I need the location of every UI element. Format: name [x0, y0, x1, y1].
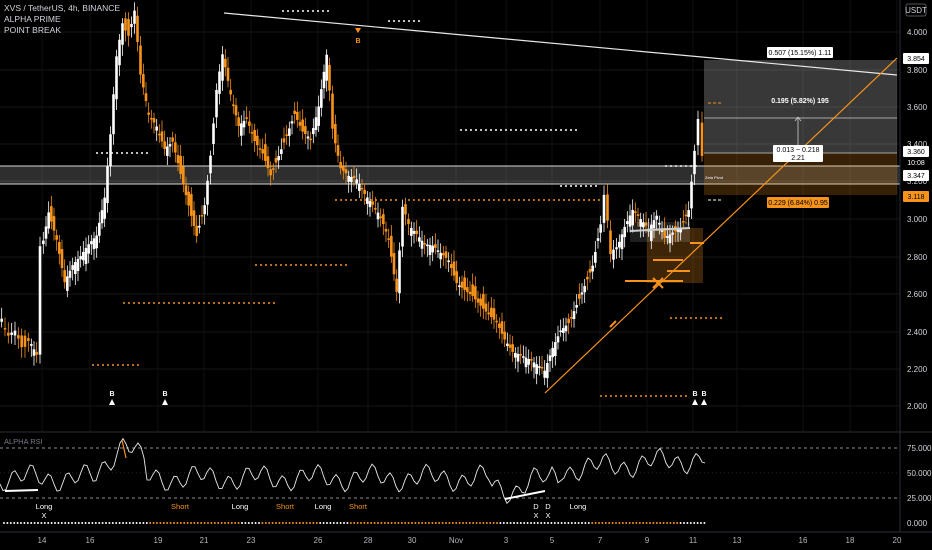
time-tick-label: 11 — [689, 536, 698, 545]
signal-label: D — [545, 502, 551, 511]
price-tag: 3.854 — [907, 56, 925, 63]
measure-bottom-text: 0.229 (6.84%) 0.95 — [768, 200, 828, 207]
signal-label: Long — [315, 502, 332, 511]
time-tick-label: 23 — [247, 536, 256, 545]
price-tick-label: 4.000 — [907, 28, 928, 37]
pivot-markers — [625, 227, 704, 289]
price-tag: 3.347 — [907, 173, 925, 180]
time-axis[interactable]: 14 16 19 21 23 26 28 30 Nov 3 5 7 9 11 13 16 18 20 — [0, 531, 932, 545]
price-tick-label: 3.000 — [907, 215, 928, 224]
up-arrow-icon — [109, 399, 115, 405]
time-tick-label: 26 — [314, 536, 323, 545]
measure-middle-text: 0.195 (5.82%) 195 — [771, 98, 829, 105]
indicator-alpha-prime[interactable]: ALPHA PRIME — [4, 14, 61, 24]
b-bottom-label: B — [692, 391, 697, 398]
zeta-pivot-label: Zeta Pivot — [705, 175, 724, 180]
time-tick-label: Nov — [449, 536, 463, 545]
b-top-label: B — [355, 38, 360, 45]
price-axis[interactable]: USDT 4.000 3.800 3.600 3.400 3.200 3.000 2.800 2… — [899, 0, 929, 532]
b-bottom-label: B — [109, 391, 114, 398]
time-tick-label: 18 — [846, 536, 855, 545]
signal-label: X — [545, 511, 550, 520]
price-tick-label: 2.800 — [907, 253, 928, 262]
price-tick-label: 2.200 — [907, 365, 928, 374]
time-tick-label: 5 — [550, 536, 555, 545]
signal-label: Long — [232, 502, 249, 511]
price-tick-label: 3.800 — [907, 66, 928, 75]
time-tick-label: 30 — [408, 536, 417, 545]
price-tag: 3.360 — [907, 149, 925, 156]
chart-grid — [0, 0, 900, 432]
price-tick-label: 2.400 — [907, 328, 928, 337]
pivot-dotted-lines — [92, 10, 725, 397]
time-tick-label: 13 — [733, 536, 742, 545]
signal-label: D — [533, 502, 539, 511]
time-tick-label: 20 — [893, 536, 902, 545]
price-tag: 3.118 — [908, 194, 925, 201]
b-bottom-label: B — [701, 391, 706, 398]
price-tick-label: 3.400 — [907, 140, 928, 149]
chart-legend: XVS / TetherUS, 4h, BINANCE ALPHA PRIME … — [4, 3, 120, 36]
price-tick-label: 3.200 — [907, 177, 928, 186]
b-bottom-label: B — [162, 391, 167, 398]
indicator-point-break[interactable]: POINT BREAK — [4, 25, 61, 35]
measure-top-text: 0.507 (15.15%) 1.11 — [769, 50, 832, 57]
signal-label: Short — [171, 502, 190, 511]
up-arrow-icon — [692, 399, 698, 405]
signal-label: Long — [570, 502, 587, 511]
time-tick-label: 28 — [364, 536, 373, 545]
price-tick-label: 2.000 — [907, 402, 928, 411]
rsi-tick-label: 75.000 — [907, 444, 932, 453]
time-tick-label: 7 — [598, 536, 603, 545]
currency-label[interactable]: USDT — [905, 6, 927, 15]
rsi-line — [0, 437, 706, 504]
signal-label: X — [533, 511, 538, 520]
candlestick-series — [0, 2, 704, 388]
time-tick-label: 16 — [799, 536, 808, 545]
signal-label: Long — [36, 502, 53, 511]
time-tick-label: 19 — [154, 536, 163, 545]
time-tick-label: 9 — [645, 536, 650, 545]
measure-labels: 0.507 (15.15%) 1.11 0.195 (5.82%) 195 0.… — [705, 47, 833, 208]
signal-label: Short — [276, 502, 295, 511]
price-tick-label: 2.600 — [907, 290, 928, 299]
measure-small-1: 0.013 ~ 0.218 — [776, 147, 819, 154]
time-tick-label: 3 — [504, 536, 509, 545]
alpha-rsi-title: ALPHA RSI — [4, 437, 43, 446]
rsi-tick-label: 50.000 — [907, 469, 932, 478]
up-arrow-icon — [701, 399, 707, 405]
signal-label: X — [41, 511, 46, 520]
time-tick-label: 21 — [200, 536, 209, 545]
time-tick-label: 14 — [38, 536, 47, 545]
signal-label: Short — [349, 502, 368, 511]
rsi-tick-label: 0.000 — [907, 519, 928, 528]
measure-small-2: 2.21 — [791, 155, 805, 162]
price-tick-label: 3.600 — [907, 103, 928, 112]
rsi-tick-label: 25.000 — [907, 494, 932, 503]
time-tick-label: 16 — [86, 536, 95, 545]
up-arrow-icon — [162, 399, 168, 405]
down-arrow-icon — [355, 28, 361, 33]
symbol-title[interactable]: XVS / TetherUS, 4h, BINANCE — [4, 3, 121, 13]
price-tag: 10:08 — [907, 160, 925, 167]
